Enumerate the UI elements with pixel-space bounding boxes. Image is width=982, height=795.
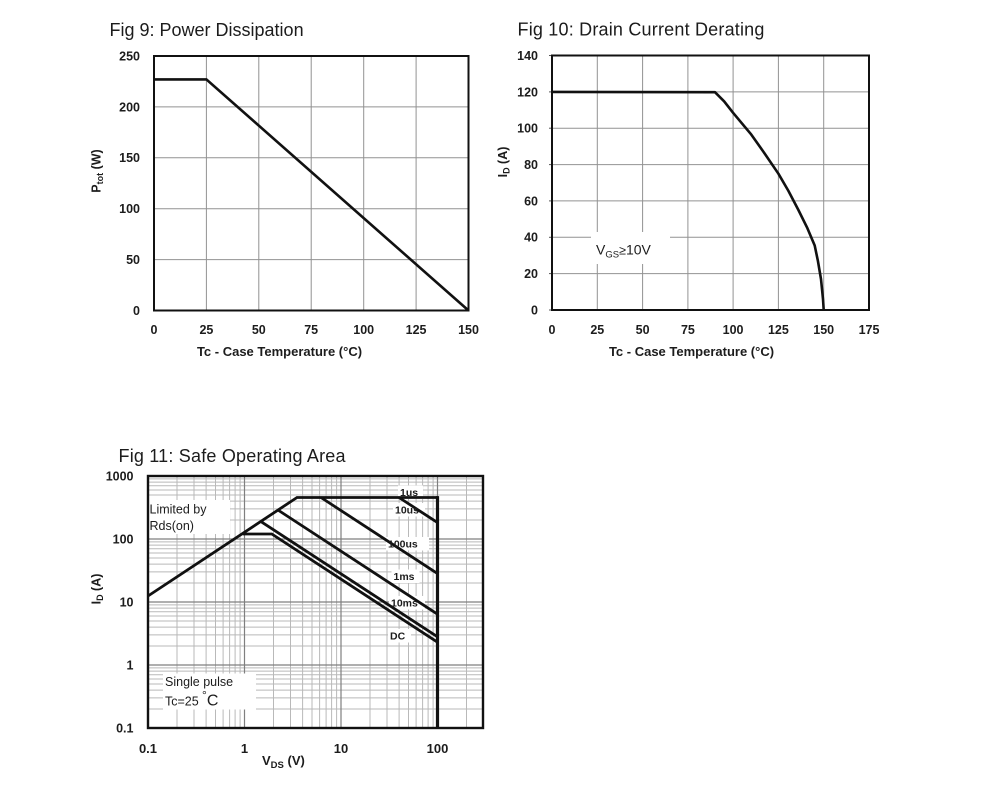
svg-text:0: 0 <box>151 323 158 337</box>
svg-text:140: 140 <box>517 49 538 63</box>
svg-text:150: 150 <box>119 151 140 165</box>
svg-text:200: 200 <box>119 100 140 114</box>
svg-text:Fig 9: Power Dissipation: Fig 9: Power Dissipation <box>110 20 304 40</box>
svg-text:10ms: 10ms <box>391 598 418 610</box>
svg-text:50: 50 <box>252 323 266 337</box>
svg-text:60: 60 <box>524 194 538 208</box>
svg-text:10: 10 <box>120 596 134 610</box>
svg-text:75: 75 <box>681 323 695 337</box>
svg-text:40: 40 <box>524 231 538 245</box>
svg-text:150: 150 <box>458 323 479 337</box>
svg-text:25: 25 <box>590 323 604 337</box>
svg-text:50: 50 <box>126 253 140 267</box>
svg-text:ID (A): ID (A) <box>90 574 106 605</box>
svg-text:0.1: 0.1 <box>116 722 133 736</box>
svg-text:150: 150 <box>813 323 834 337</box>
svg-text:Single pulse: Single pulse <box>165 675 233 689</box>
svg-text:ID (A): ID (A) <box>496 147 512 178</box>
svg-text:100: 100 <box>113 533 134 547</box>
svg-text:100: 100 <box>353 323 374 337</box>
svg-text:75: 75 <box>304 323 318 337</box>
svg-text:25: 25 <box>199 323 213 337</box>
svg-text:0: 0 <box>531 303 538 317</box>
svg-text:20: 20 <box>524 267 538 281</box>
svg-text:125: 125 <box>768 323 789 337</box>
svg-text:120: 120 <box>517 85 538 99</box>
svg-text:Tc - Case Temperature (°C): Tc - Case Temperature (°C) <box>609 344 774 359</box>
svg-text:DC: DC <box>390 631 406 643</box>
svg-text:Rds(on): Rds(on) <box>150 519 194 533</box>
svg-text:0: 0 <box>133 304 140 318</box>
svg-text:Ptot (W): Ptot (W) <box>90 149 106 192</box>
svg-text:Tc - Case Temperature (°C): Tc - Case Temperature (°C) <box>197 344 362 359</box>
svg-text:125: 125 <box>406 323 427 337</box>
svg-text:1ms: 1ms <box>394 571 415 583</box>
svg-text:1000: 1000 <box>106 470 134 484</box>
svg-text:Fig 11: Safe Operating Area: Fig 11: Safe Operating Area <box>119 446 347 466</box>
svg-text:1: 1 <box>127 659 134 673</box>
svg-text:100: 100 <box>517 122 538 136</box>
svg-text:175: 175 <box>859 323 880 337</box>
svg-text:10us: 10us <box>395 505 419 517</box>
svg-text:250: 250 <box>119 49 140 63</box>
svg-text:100: 100 <box>427 741 449 756</box>
svg-text:1us: 1us <box>400 487 418 499</box>
svg-text:100us: 100us <box>388 539 418 551</box>
svg-text:10: 10 <box>334 741 348 756</box>
svg-text:VDS (V): VDS (V) <box>262 753 305 771</box>
svg-text:80: 80 <box>524 158 538 172</box>
svg-text:0.1: 0.1 <box>139 741 157 756</box>
svg-text:100: 100 <box>119 202 140 216</box>
svg-text:Fig 10: Drain Current Derating: Fig 10: Drain Current Derating <box>518 20 765 40</box>
svg-text:0: 0 <box>549 323 556 337</box>
svg-text:1: 1 <box>241 741 248 756</box>
svg-text:100: 100 <box>723 323 744 337</box>
svg-text:50: 50 <box>636 323 650 337</box>
svg-text:Limited by: Limited by <box>150 503 208 517</box>
